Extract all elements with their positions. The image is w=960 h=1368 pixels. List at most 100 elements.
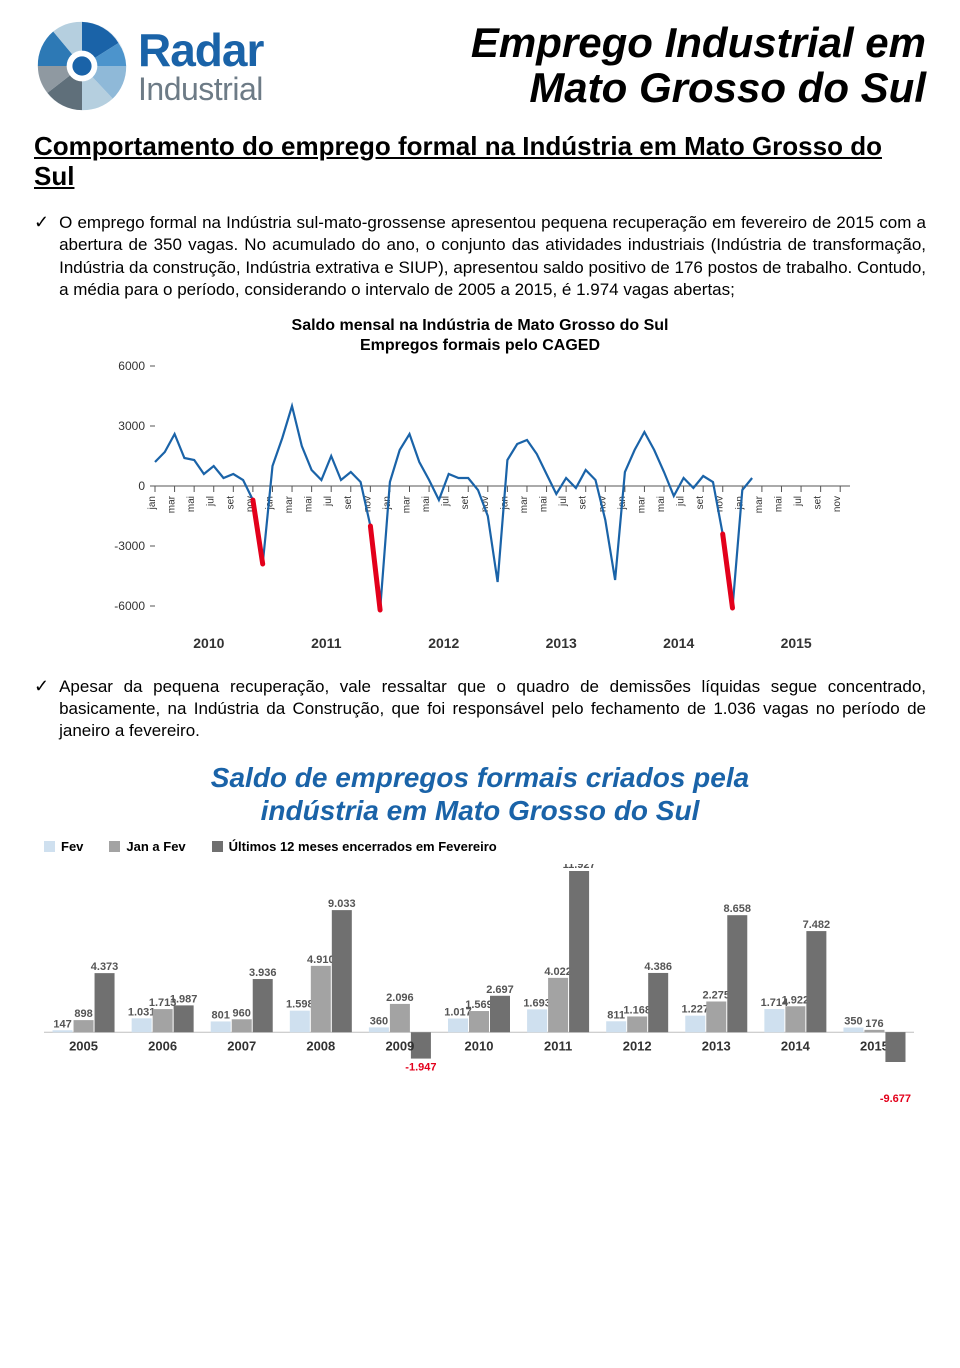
svg-text:mai: mai	[186, 496, 197, 512]
svg-text:-3000: -3000	[114, 539, 145, 553]
svg-text:jul: jul	[441, 496, 452, 507]
svg-text:mai: mai	[773, 496, 784, 512]
svg-text:1.569: 1.569	[465, 999, 493, 1011]
svg-text:2.275: 2.275	[703, 989, 731, 1001]
svg-text:jul: jul	[206, 496, 217, 507]
legend-ttm: Últimos 12 meses encerrados em Fevereiro	[212, 839, 497, 854]
svg-text:811: 811	[607, 1009, 625, 1021]
swatch-ytd	[109, 841, 120, 852]
radar-logo-icon	[34, 18, 130, 114]
svg-text:2010: 2010	[193, 635, 224, 651]
chart2-legend: Fev Jan a Fev Últimos 12 meses encerrado…	[44, 839, 926, 854]
svg-text:mar: mar	[284, 495, 295, 513]
chart2-title-line1: Saldo de empregos formais criados pela	[211, 762, 749, 793]
svg-text:350: 350	[844, 1015, 862, 1027]
section-subtitle: Comportamento do emprego formal na Indús…	[34, 132, 926, 192]
svg-text:2011: 2011	[311, 635, 342, 651]
title-line2: Mato Grosso do Sul	[529, 64, 926, 111]
svg-text:2015: 2015	[860, 1038, 889, 1053]
chart2-title-line2: indústria em Mato Grosso do Sul	[261, 795, 700, 826]
svg-text:2013: 2013	[546, 635, 577, 651]
svg-text:2010: 2010	[465, 1038, 494, 1053]
svg-text:set: set	[460, 495, 471, 509]
chart-monthly-balance: Saldo mensal na Indústria de Mato Grosso…	[100, 316, 860, 656]
check-icon: ✓	[34, 211, 49, 302]
svg-text:2011: 2011	[544, 1038, 572, 1053]
svg-text:4.386: 4.386	[644, 961, 672, 973]
svg-text:jul: jul	[323, 496, 334, 507]
svg-text:1.227: 1.227	[682, 1004, 710, 1016]
svg-text:2.096: 2.096	[386, 992, 414, 1004]
svg-text:7.482: 7.482	[803, 919, 831, 931]
svg-text:176: 176	[865, 1018, 883, 1030]
svg-text:mar: mar	[636, 495, 647, 513]
svg-text:mar: mar	[402, 495, 413, 513]
svg-text:360: 360	[370, 1015, 388, 1027]
bullet-1: ✓ O emprego formal na Indústria sul-mato…	[34, 212, 926, 302]
chart1-title-line2: Empregos formais pelo CAGED	[360, 337, 600, 354]
svg-text:147: 147	[53, 1018, 71, 1030]
bullet-2-text: Apesar da pequena recuperação, vale ress…	[59, 676, 926, 743]
svg-text:4.910: 4.910	[307, 954, 335, 966]
svg-text:jul: jul	[676, 496, 687, 507]
header: Radar Industrial Emprego Industrial em M…	[34, 18, 926, 114]
legend-fev: Fev	[44, 839, 83, 854]
svg-text:2.697: 2.697	[486, 984, 514, 996]
svg-text:set: set	[578, 495, 589, 509]
svg-text:1.693: 1.693	[523, 997, 551, 1009]
svg-text:mai: mai	[421, 496, 432, 512]
svg-text:-6000: -6000	[114, 599, 145, 613]
svg-text:2012: 2012	[428, 635, 459, 651]
legend-fev-label: Fev	[61, 839, 83, 854]
chart2-svg: 1478984.37320051.0311.7131.9872006801960…	[34, 864, 924, 1104]
svg-text:3.936: 3.936	[249, 967, 277, 979]
svg-text:set: set	[225, 495, 236, 509]
svg-text:4.022: 4.022	[544, 966, 572, 978]
svg-text:mai: mai	[539, 496, 550, 512]
svg-text:mar: mar	[167, 495, 178, 513]
svg-text:960: 960	[233, 1007, 251, 1019]
svg-text:mai: mai	[656, 496, 667, 512]
svg-text:0: 0	[138, 479, 145, 493]
svg-text:jul: jul	[558, 496, 569, 507]
swatch-ttm	[212, 841, 223, 852]
logo-text-industrial: Industrial	[138, 73, 263, 105]
svg-text:jul: jul	[793, 496, 804, 507]
svg-text:2013: 2013	[702, 1038, 731, 1053]
svg-text:1.168: 1.168	[623, 1004, 651, 1016]
svg-text:-9.677: -9.677	[880, 1093, 911, 1104]
legend-ttm-label: Últimos 12 meses encerrados em Fevereiro	[229, 839, 497, 854]
svg-text:3000: 3000	[118, 419, 145, 433]
svg-text:2009: 2009	[385, 1038, 414, 1053]
svg-text:2014: 2014	[781, 1038, 811, 1053]
logo-text-radar: Radar	[138, 27, 263, 73]
page-title-block: Emprego Industrial em Mato Grosso do Sul	[374, 18, 926, 111]
svg-text:2005: 2005	[69, 1038, 98, 1053]
bullet-2: ✓ Apesar da pequena recuperação, vale re…	[34, 676, 926, 743]
svg-text:set: set	[813, 495, 824, 509]
svg-text:6000: 6000	[118, 359, 145, 373]
svg-text:mai: mai	[304, 496, 315, 512]
logo: Radar Industrial	[34, 18, 354, 114]
chart2-title: Saldo de empregos formais criados pela i…	[34, 761, 926, 827]
chart1-title-line1: Saldo mensal na Indústria de Mato Grosso…	[292, 317, 669, 334]
svg-text:4.373: 4.373	[91, 961, 119, 973]
svg-text:8.658: 8.658	[724, 903, 752, 915]
svg-text:jan: jan	[147, 496, 158, 510]
svg-text:1.922: 1.922	[782, 994, 810, 1006]
svg-text:mar: mar	[519, 495, 530, 513]
legend-ytd: Jan a Fev	[109, 839, 185, 854]
svg-text:801: 801	[212, 1009, 230, 1021]
svg-text:2007: 2007	[227, 1038, 256, 1053]
svg-text:2012: 2012	[623, 1038, 652, 1053]
svg-text:2008: 2008	[306, 1038, 335, 1053]
svg-text:2014: 2014	[663, 635, 694, 651]
swatch-fev	[44, 841, 55, 852]
svg-text:set: set	[695, 495, 706, 509]
svg-text:11.927: 11.927	[563, 864, 596, 871]
check-icon: ✓	[34, 675, 49, 743]
svg-text:-1.947: -1.947	[405, 1061, 436, 1073]
svg-text:set: set	[343, 495, 354, 509]
svg-text:1.987: 1.987	[170, 993, 198, 1005]
svg-text:mar: mar	[754, 495, 765, 513]
